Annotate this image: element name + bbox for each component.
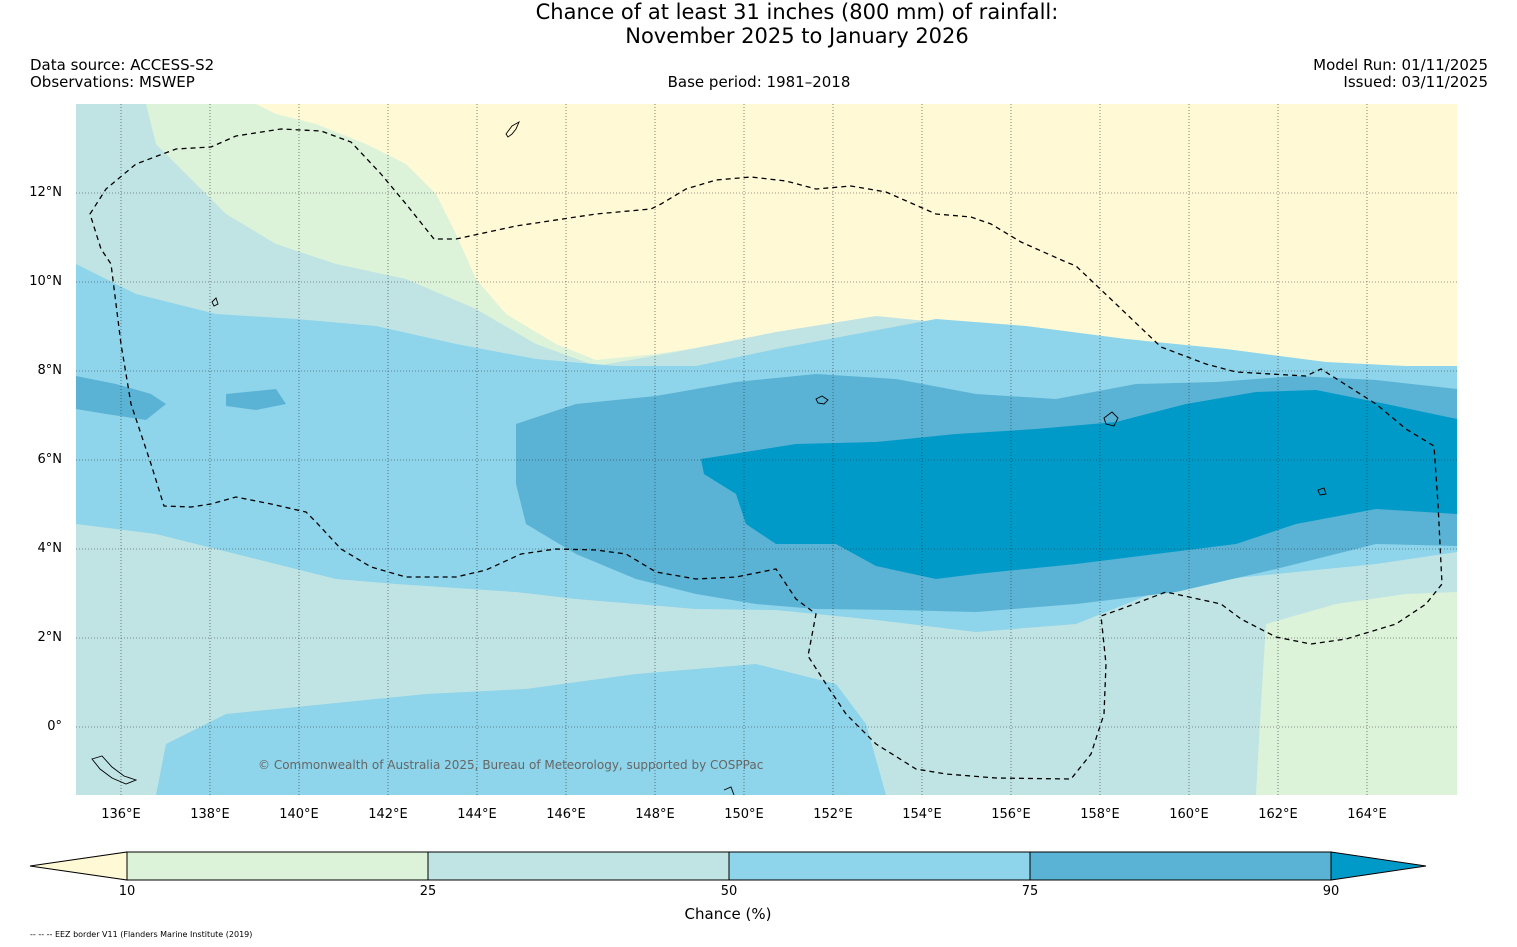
colorbar-segment-75-90 — [1029, 851, 1332, 881]
eez-border — [89, 128, 1443, 780]
lon-label-138e: 138°E — [190, 807, 230, 822]
colorbar-tick-50: 50 — [720, 884, 738, 899]
lat-label-4n: 4°N — [37, 541, 63, 556]
lon-label-136e: 136°E — [101, 807, 141, 822]
lat-label-2n: 2°N — [37, 630, 63, 645]
issued-date: Issued: 03/11/2025 — [1343, 73, 1488, 91]
lon-label-160e: 160°E — [1169, 807, 1209, 822]
latitude-gridlines — [76, 192, 1457, 728]
lon-label-162e: 162°E — [1258, 807, 1298, 822]
chart-title-line1: Chance of at least 31 inches (800 mm) of… — [535, 0, 1059, 24]
lon-label-142e: 142°E — [368, 807, 408, 822]
lon-label-146e: 146°E — [546, 807, 586, 822]
lat-label-8n: 8°N — [37, 363, 63, 378]
colorbar-tick-10: 10 — [118, 884, 136, 899]
lon-label-150e: 150°E — [724, 807, 764, 822]
island-outlines — [91, 120, 1327, 795]
guam-island — [505, 120, 520, 138]
colorbar — [29, 851, 1427, 881]
colorbar-tick-75: 75 — [1021, 884, 1039, 899]
lat-label-0: 0° — [47, 719, 62, 734]
chart-title-line2: November 2025 to January 2026 — [625, 24, 969, 48]
lon-label-144e: 144°E — [457, 807, 497, 822]
chuuk-island — [815, 395, 829, 405]
colorbar-segment-10-25 — [126, 851, 429, 881]
lon-label-154e: 154°E — [902, 807, 942, 822]
yap-island — [211, 297, 219, 307]
colorbar-extend-high — [1330, 851, 1427, 881]
data-source: Data source: ACCESS-S2 — [30, 56, 215, 74]
map-credit: © Commonwealth of Australia 2025, Bureau… — [258, 758, 763, 772]
colorbar-segment-50-75 — [728, 851, 1031, 881]
lat-label-10n: 10°N — [29, 274, 62, 289]
colorbar-extend-low — [29, 851, 128, 881]
zone-below-10 — [256, 104, 1457, 409]
lat-label-6n: 6°N — [37, 452, 63, 467]
colorbar-tick-25: 25 — [419, 884, 437, 899]
model-run: Model Run: 01/11/2025 — [1313, 56, 1488, 74]
manus-island — [723, 786, 735, 795]
lon-label-152e: 152°E — [813, 807, 853, 822]
colorbar-segment-25-50 — [427, 851, 730, 881]
zone-above-90 — [701, 390, 1457, 579]
longitude-gridlines — [120, 104, 1368, 795]
new-guinea-coast — [91, 755, 138, 785]
rainfall-probability-map: © Commonwealth of Australia 2025, Bureau… — [76, 104, 1457, 795]
lat-label-12n: 12°N — [29, 185, 62, 200]
lon-label-148e: 148°E — [635, 807, 675, 822]
colorbar-tick-90: 90 — [1322, 884, 1340, 899]
lon-label-156e: 156°E — [991, 807, 1031, 822]
pohnpei-island — [1103, 411, 1119, 427]
lon-label-158e: 158°E — [1080, 807, 1120, 822]
base-period: Base period: 1981–2018 — [667, 73, 851, 91]
observations: Observations: MSWEP — [30, 73, 195, 91]
eez-footnote: -- -- -- EEZ border V11 (Flanders Marine… — [30, 930, 253, 939]
kosrae-island — [1317, 487, 1327, 496]
lon-label-164e: 164°E — [1347, 807, 1387, 822]
lon-label-140e: 140°E — [279, 807, 319, 822]
colorbar-label: Chance (%) — [684, 905, 772, 923]
